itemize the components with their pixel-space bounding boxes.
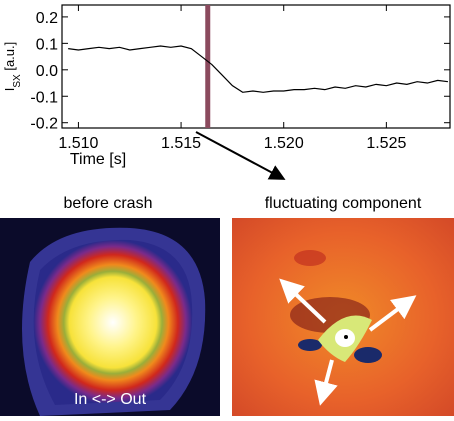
y-tick-label: 0.2: [36, 10, 58, 27]
image-title: fluctuating component: [265, 195, 422, 212]
x-tick-label: 1.525: [366, 135, 406, 152]
data-line: [68, 45, 449, 93]
y-axis-label-part: SX: [12, 74, 23, 88]
x-tick-label: 1.510: [58, 135, 98, 152]
y-tick-label: -0.2: [30, 116, 58, 133]
y-tick-label: 0.1: [36, 36, 58, 53]
plot-frame: [61, 4, 451, 129]
pointer-arrow: [195, 131, 286, 180]
x-tick-label: 1.520: [264, 135, 304, 152]
fluctuating-image: [232, 218, 454, 416]
image-title: before crash: [64, 195, 153, 212]
image-label: In <-> Out: [74, 391, 147, 408]
x-tick-label: 1.515: [161, 135, 201, 152]
x-axis-label: Time [s]: [70, 151, 126, 168]
y-axis-label-part: I: [2, 88, 17, 92]
before-crash-image: In <-> Out: [0, 218, 220, 416]
y-tick-label: -0.1: [30, 89, 58, 106]
plot: 0.2 0.1 0.0 -0.1 -0.21.510 1.515 1.520 1.525 Tim…: [2, 4, 451, 168]
y-axis-label-part: [a.u.]: [2, 42, 17, 75]
y-axis-label: ISX [a.u.]: [2, 42, 23, 92]
y-tick-label: 0.0: [36, 63, 58, 80]
